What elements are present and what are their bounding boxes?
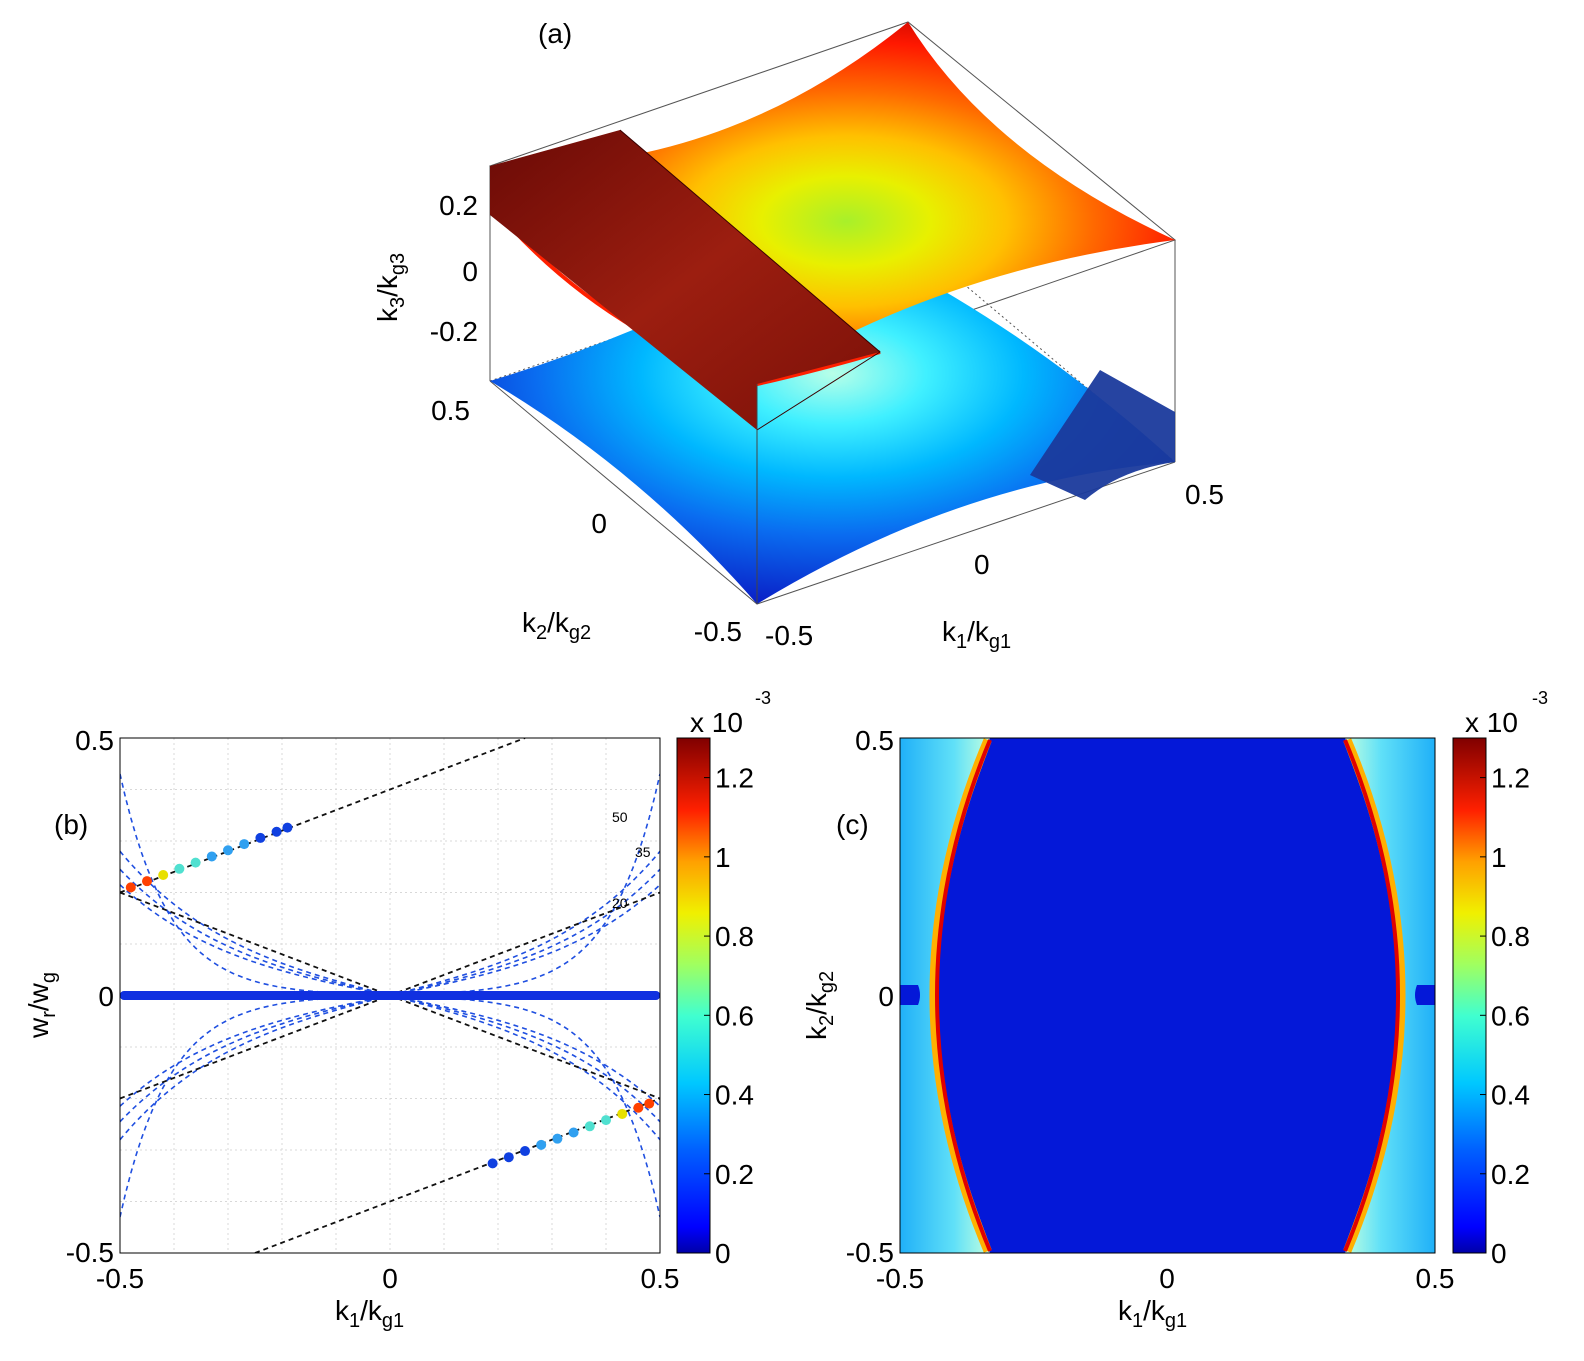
b-point bbox=[206, 851, 217, 862]
c-x-tick-0: -0.5 bbox=[876, 1263, 924, 1294]
cbar-tick-label: 0.2 bbox=[1491, 1159, 1530, 1190]
c-x-axis-label: k1/kg1 bbox=[1118, 1295, 1187, 1332]
c-cbar-exp-base: x 10 bbox=[1465, 707, 1518, 738]
heatmap-halo-left bbox=[900, 738, 990, 1253]
panel-c-colorbar: 1.2 1 0.8 0.6 0.4 0.2 0 x 10 -3 bbox=[1452, 688, 1548, 1269]
y-tick-2: 0.5 bbox=[431, 395, 470, 426]
cbar-tick-label: 0.8 bbox=[715, 921, 754, 952]
b-point bbox=[520, 1146, 530, 1157]
panel-b-zero-band bbox=[120, 991, 660, 1000]
panel-b-points bbox=[125, 822, 655, 1169]
b-point bbox=[190, 857, 201, 868]
lower-plane bbox=[1030, 370, 1175, 500]
b-point bbox=[644, 1098, 655, 1109]
b-blue-curve bbox=[120, 884, 660, 1107]
panel-a: 0.2 0 -0.2 0.5 0 -0.5 -0.5 0 0.5 k3/kg3 … bbox=[372, 18, 1224, 653]
cbar-tick-label: 0.6 bbox=[715, 1000, 754, 1031]
b-point bbox=[271, 826, 282, 837]
b-point bbox=[617, 1108, 628, 1119]
panel-c: 0.5 0 -0.5 -0.5 0 0.5 k1/kg1 k2/kg2 (c) … bbox=[801, 688, 1548, 1332]
b-blue-curve bbox=[120, 850, 660, 1141]
cbar-tick-label: 0 bbox=[715, 1238, 731, 1269]
panel-label-c: (c) bbox=[836, 809, 869, 840]
cbar-tick-label: 0 bbox=[1491, 1238, 1507, 1269]
cbar-tick-label: 1.2 bbox=[1491, 763, 1530, 794]
cbar-tick-label: 0.2 bbox=[715, 1159, 754, 1190]
b-point bbox=[503, 1152, 514, 1163]
b-point bbox=[158, 869, 169, 880]
b-point bbox=[282, 822, 293, 833]
panel-label-b: (b) bbox=[54, 809, 88, 840]
z-tick-2: -0.2 bbox=[430, 316, 478, 347]
cbar-tick-label: 1 bbox=[715, 842, 731, 873]
cbar-tick-label: 0.4 bbox=[715, 1080, 754, 1111]
b-x-tick-2: 0.5 bbox=[641, 1263, 680, 1294]
c-y-tick-0: 0.5 bbox=[855, 725, 894, 756]
x-tick-2: 0.5 bbox=[1185, 479, 1224, 510]
b-x-tick-0: -0.5 bbox=[96, 1263, 144, 1294]
b-x-tick-1: 0 bbox=[382, 1263, 398, 1294]
b-point bbox=[142, 876, 152, 887]
c-y-tick-1: 0 bbox=[878, 981, 894, 1012]
b-y-tick-0: 0.5 bbox=[75, 725, 114, 756]
b-point bbox=[552, 1133, 563, 1144]
b-point bbox=[125, 882, 136, 893]
c-y-axis-label: k2/kg2 bbox=[801, 971, 838, 1040]
b-cbar-exp-base: x 10 bbox=[690, 707, 743, 738]
b-point bbox=[633, 1102, 644, 1113]
upper-surface bbox=[490, 22, 1175, 384]
y-axis-label: k2/kg2 bbox=[522, 607, 591, 644]
b-blue-curve bbox=[120, 884, 660, 1107]
c-x-tick-2: 0.5 bbox=[1416, 1263, 1455, 1294]
b-blue-curve bbox=[120, 850, 660, 1141]
panel-b-colorbar: 1.2 1 0.8 0.6 0.4 0.2 0 x 10 -3 bbox=[676, 688, 771, 1269]
contour-label-50: 50 bbox=[612, 809, 628, 825]
b-point bbox=[255, 832, 266, 843]
x-axis-label: k1/kg1 bbox=[942, 616, 1011, 653]
z-axis-label: k3/kg3 bbox=[372, 253, 409, 322]
b-point bbox=[487, 1158, 498, 1169]
panel-b-grid bbox=[120, 738, 660, 1253]
contour-label-20: 20 bbox=[612, 895, 628, 911]
cbar-tick-label: 0.8 bbox=[1491, 921, 1530, 952]
b-point bbox=[174, 863, 185, 874]
b-x-axis-label: k1/kg1 bbox=[335, 1295, 404, 1332]
plane-surface bbox=[490, 130, 880, 430]
y-tick-1: 0 bbox=[591, 508, 607, 539]
y-tick-0: -0.5 bbox=[694, 616, 742, 647]
b-black-line bbox=[120, 738, 526, 894]
b-point bbox=[568, 1127, 579, 1138]
b-point bbox=[536, 1139, 547, 1150]
b-y-tick-1: 0 bbox=[98, 981, 114, 1012]
b-point bbox=[601, 1115, 611, 1126]
x-tick-0: -0.5 bbox=[765, 620, 813, 651]
z-tick-1: 0 bbox=[462, 256, 478, 287]
b-point bbox=[584, 1121, 595, 1132]
panel-b: 50 35 20 0.5 0 -0.5 -0.5 0 0.5 k1/kg1 wr… bbox=[23, 688, 771, 1332]
c-cbar-exp: -3 bbox=[1532, 688, 1548, 708]
cbar-tick-label: 0.6 bbox=[1491, 1000, 1530, 1031]
c-y-tick-2: -0.5 bbox=[846, 1237, 894, 1268]
contour-label-35: 35 bbox=[635, 844, 651, 860]
cbar-tick-label: 1.2 bbox=[715, 763, 754, 794]
x-tick-1: 0 bbox=[974, 549, 990, 580]
heatmap-halo-right bbox=[1345, 738, 1435, 1253]
b-y-tick-2: -0.5 bbox=[66, 1237, 114, 1268]
z-tick-0: 0.2 bbox=[439, 190, 478, 221]
b-point bbox=[239, 839, 250, 850]
b-cbar-exp: -3 bbox=[755, 688, 771, 708]
cbar-tick-label: 0.4 bbox=[1491, 1080, 1530, 1111]
b-point bbox=[223, 845, 233, 856]
c-x-tick-1: 0 bbox=[1159, 1263, 1175, 1294]
panel-label-a: (a) bbox=[538, 18, 572, 49]
cbar-tick-label: 1 bbox=[1491, 842, 1507, 873]
b-y-axis-label: wr/wg bbox=[23, 972, 60, 1039]
